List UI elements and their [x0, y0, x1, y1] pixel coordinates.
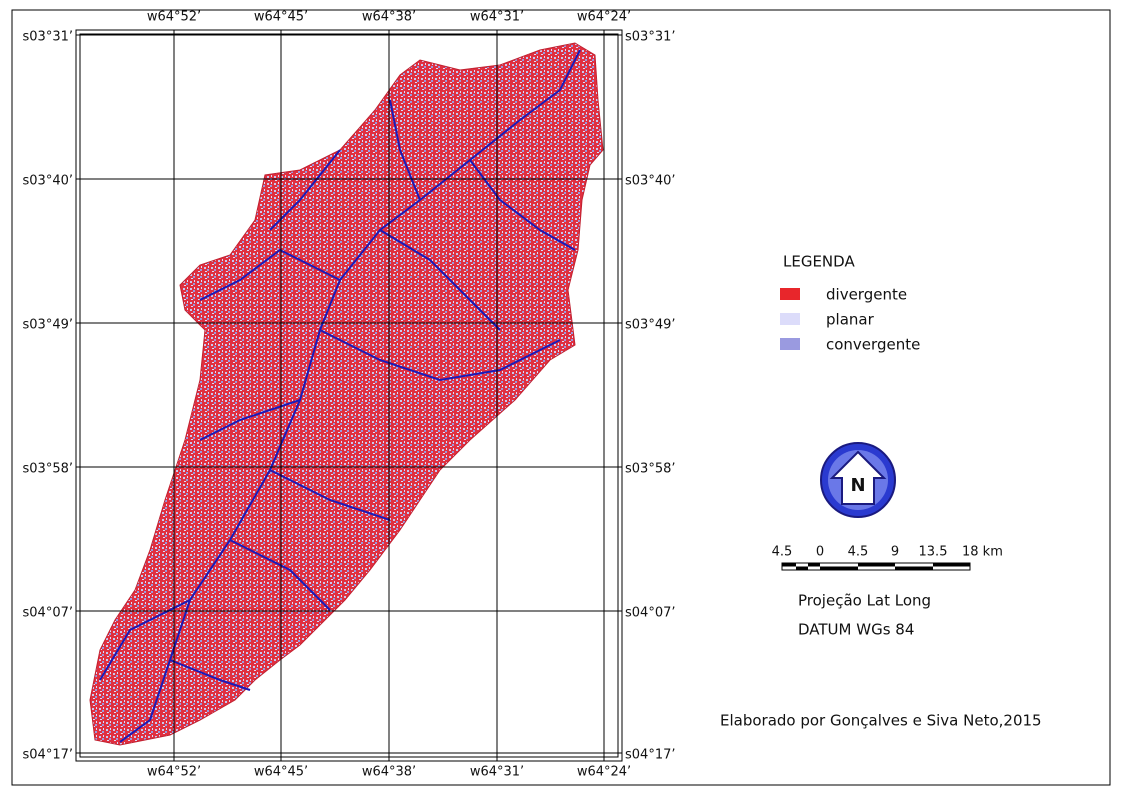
scale-label: 4.5 [772, 545, 793, 560]
legend-label: planar [826, 311, 875, 329]
longitude-label: w64°24’ [577, 10, 631, 25]
map-inner-frame [79, 33, 619, 758]
scale-label: 9 [891, 545, 899, 560]
latitude-label: s04°17’ [23, 748, 74, 763]
longitude-label: w64°24’ [577, 765, 631, 780]
legend-swatch [780, 313, 800, 325]
map-frame [75, 29, 623, 762]
page-border [11, 9, 1111, 786]
rivers [99, 49, 581, 743]
scale-bar: 4.5 0 4.5 9 13.5 18 km [772, 545, 1003, 571]
longitude-label: w64°38’ [362, 10, 416, 25]
projection: Projeção Lat Long [798, 592, 931, 610]
legend-label: divergente [826, 286, 907, 304]
scale-segment [820, 566, 858, 570]
scale-label: 13.5 [919, 545, 948, 560]
scale-label: 18 km [962, 545, 1003, 560]
legend-title: LEGENDA [783, 253, 855, 271]
latitude-label: s03°49’ [23, 318, 74, 333]
longitude-label: w64°52’ [147, 10, 201, 25]
scale-segment [895, 566, 933, 570]
scale-segment [933, 563, 970, 567]
north-label: N [850, 475, 865, 496]
longitude-label: w64°31’ [470, 10, 524, 25]
scale-segment [782, 563, 796, 567]
graticule: w64°52’ w64°52’ w64°45’ w64°45’ w64°38’ w64°3… [23, 10, 676, 780]
scale-segment [808, 563, 820, 567]
longitude-label: w64°38’ [362, 765, 416, 780]
legend-swatch [780, 338, 800, 350]
latitude-label: s03°40’ [23, 174, 74, 189]
longitude-label: w64°31’ [470, 765, 524, 780]
datum: DATUM WGs 84 [798, 621, 914, 639]
longitude-label: w64°45’ [254, 765, 308, 780]
latitude-label: s04°07’ [625, 606, 676, 621]
latitude-label: s04°17’ [625, 748, 676, 763]
latitude-label: s03°49’ [625, 318, 676, 333]
latitude-label: s03°31’ [625, 30, 676, 45]
scale-segment [858, 563, 895, 567]
legend-label: convergente [826, 336, 920, 354]
latitude-label: s03°31’ [23, 30, 74, 45]
scale-segment [796, 566, 808, 570]
longitude-label: w64°45’ [254, 10, 308, 25]
legend: divergente planar convergente [780, 286, 920, 354]
latitude-label: s03°58’ [625, 462, 676, 477]
scale-label: 0 [816, 545, 824, 560]
legend-swatch [780, 288, 800, 300]
latitude-label: s03°40’ [625, 174, 676, 189]
longitude-label: w64°52’ [147, 765, 201, 780]
credit: Elaborado por Gonçalves e Siva Neto,2015 [720, 712, 1042, 730]
basin [89, 42, 604, 746]
scale-label: 4.5 [848, 545, 869, 560]
latitude-label: s04°07’ [23, 606, 74, 621]
latitude-label: s03°58’ [23, 462, 74, 477]
north-arrow: N [820, 442, 896, 518]
